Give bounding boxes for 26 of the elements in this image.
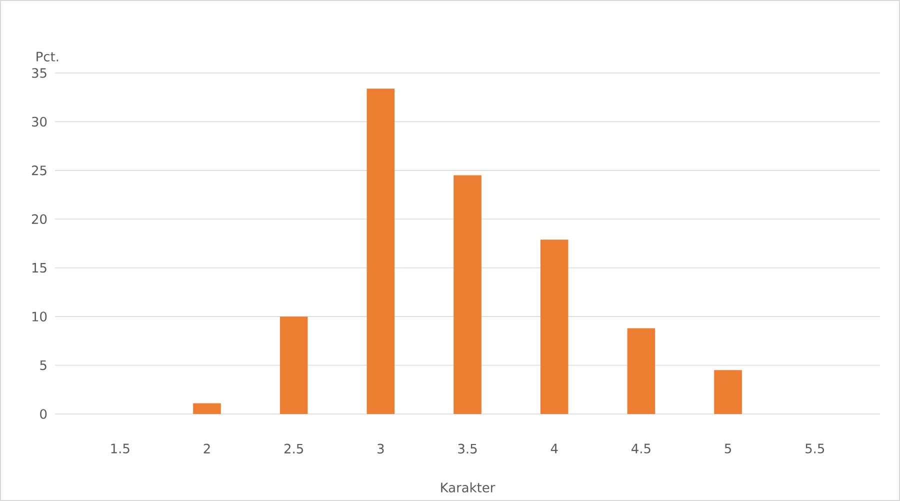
bar <box>540 240 568 414</box>
y-tick-label: 5 <box>40 360 46 370</box>
bar <box>627 328 656 414</box>
y-tick-label: 20 <box>32 214 47 224</box>
x-tick-label: 4 <box>550 444 558 454</box>
x-tick-label: 5.5 <box>806 444 824 454</box>
y-tick-label: 25 <box>32 166 46 176</box>
x-tick-label: 5 <box>724 444 732 454</box>
x-axis-title: Karakter <box>441 482 496 492</box>
x-tick-label: 3.5 <box>458 444 477 454</box>
y-tick-label: 0 <box>40 409 47 419</box>
y-tick-label: 15 <box>32 263 46 273</box>
x-tick-label: 1.5 <box>111 444 130 454</box>
x-tick-label: 4.5 <box>632 444 650 454</box>
y-axis-title: Pct. <box>36 52 58 62</box>
x-tick-label: 2 <box>204 444 210 454</box>
bar <box>454 175 482 414</box>
y-tick-label: 30 <box>32 116 47 127</box>
bar <box>280 316 308 414</box>
bar <box>366 88 395 414</box>
x-tick-label: 3 <box>378 444 384 454</box>
y-tick-label: 10 <box>32 312 47 322</box>
bar <box>714 370 742 414</box>
x-tick-label: 2.5 <box>284 444 303 454</box>
bar <box>193 403 221 414</box>
y-tick-label: 35 <box>32 68 46 78</box>
